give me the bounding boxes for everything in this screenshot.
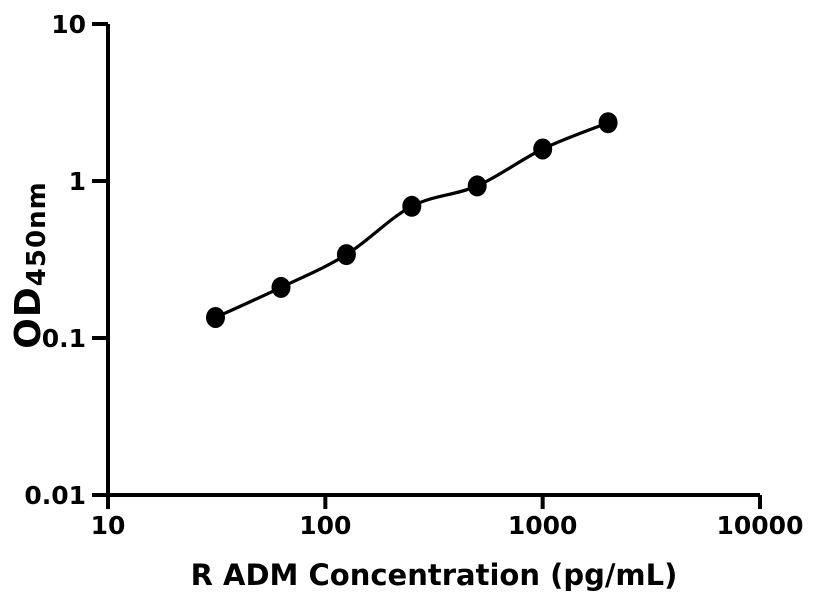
y-tick-label: 0.01 [24,481,86,510]
data-point [206,307,225,328]
data-point [467,175,487,197]
x-tick-label: 100 [299,511,351,540]
y-axis-title-main: OD [8,286,49,349]
data-point [271,276,291,298]
y-axis-title: OD450nm [8,135,52,395]
x-tick-label: 10 [91,511,126,540]
y-tick-label: 10 [51,10,86,39]
data-point [336,244,356,266]
x-axis-title: R ADM Concentration (pg/mL) [190,558,678,592]
axis-spine [106,24,760,497]
data-point [533,138,553,160]
data-point [402,195,422,217]
x-tick-label: 10000 [717,511,804,540]
data-point [598,112,618,134]
y-tick-label: 1 [69,167,86,196]
y-tick-label: 0.1 [42,324,86,353]
x-tick-label: 1000 [508,511,578,540]
y-axis-title-subscript: 450nm [22,181,52,287]
